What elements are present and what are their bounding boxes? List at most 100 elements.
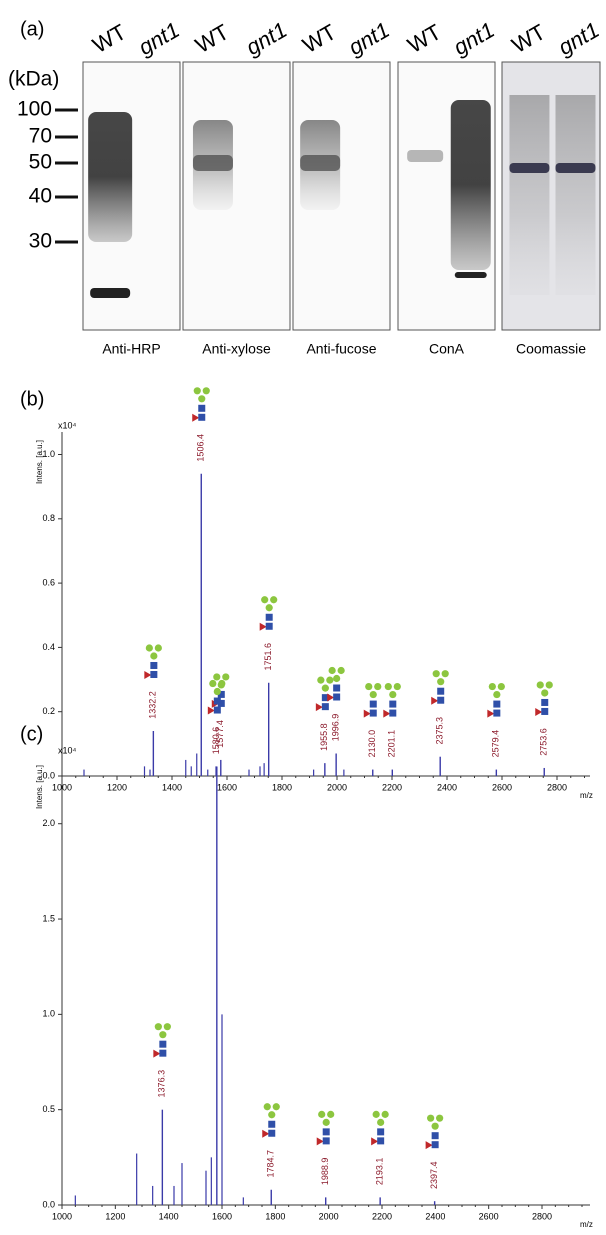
x-tick-label: 2200 xyxy=(382,782,402,792)
peak-label: 1784.7 xyxy=(266,1150,276,1178)
marker-label: 40 xyxy=(29,185,52,208)
glycan-fucose xyxy=(487,709,495,718)
lane-label: gnt1 xyxy=(134,17,184,60)
glycan-mannose xyxy=(545,681,553,689)
peak-label: 1376.3 xyxy=(157,1070,167,1098)
peak-label: 2375.3 xyxy=(435,717,445,745)
y-axis-title: Intens. [a.u.] xyxy=(35,765,44,809)
glycan-glcnac xyxy=(369,700,377,708)
peak-label: 1955.8 xyxy=(319,723,329,751)
glycan-glcnac xyxy=(217,699,225,707)
glycan-mannose xyxy=(159,1031,167,1039)
x-tick-label: 2400 xyxy=(437,782,457,792)
glycan-mannose xyxy=(213,673,221,681)
glycan-mannose xyxy=(369,690,377,699)
x-tick-label: 2000 xyxy=(327,782,347,792)
glycan-fucose xyxy=(153,1049,161,1058)
panel-label: (a) xyxy=(20,18,44,40)
marker-label: 100 xyxy=(17,98,52,121)
peak-label: 2193.1 xyxy=(375,1158,385,1186)
glycan-mannose xyxy=(541,689,549,697)
x-tick-label: 1200 xyxy=(105,1211,125,1221)
band xyxy=(555,163,596,173)
glycan-fucose xyxy=(144,670,152,679)
x-tick-label: 1600 xyxy=(212,1211,232,1221)
glycan-mannose xyxy=(326,676,334,684)
glycan-fucose xyxy=(316,1137,324,1146)
glycan-fucose xyxy=(383,709,391,718)
glycan-glcnac xyxy=(321,703,329,711)
peak-label: 2130.0 xyxy=(367,730,377,758)
x-tick-label: 1800 xyxy=(265,1211,285,1221)
glycan-mannose xyxy=(193,387,201,395)
x-tick-label: 1600 xyxy=(217,782,237,792)
marker-label: 70 xyxy=(29,125,52,148)
glycan-mannose xyxy=(222,673,230,681)
glycan-fucose xyxy=(535,707,543,716)
glycan-glcnac xyxy=(159,1040,167,1048)
glycan-fucose xyxy=(431,696,439,705)
glycan-mannose xyxy=(432,670,440,678)
glycan-mannose xyxy=(393,682,401,691)
x-tick-label: 1200 xyxy=(107,782,127,792)
glycan-glcnac xyxy=(493,709,501,717)
glycan-mannose xyxy=(374,682,382,691)
blot: WT gnt1 ConA xyxy=(397,17,499,357)
peak-label: 1577.4 xyxy=(215,720,225,748)
glycan-mannose xyxy=(389,690,397,699)
y-tick-label: 0.0 xyxy=(42,1199,55,1209)
x-tick-label: 2800 xyxy=(547,782,567,792)
panel-label: (c) xyxy=(20,723,43,745)
glycan-mannose xyxy=(536,681,544,689)
y-tick-label: 0.2 xyxy=(42,706,55,716)
glycan-glcnac xyxy=(198,404,206,412)
lane-label: WT xyxy=(403,19,445,58)
x-tick-label: 1400 xyxy=(162,782,182,792)
y-multiplier: x10⁴ xyxy=(58,745,77,755)
glycan-fucose xyxy=(371,1137,379,1146)
y-tick-label: 1.0 xyxy=(42,449,55,459)
lane-label: WT xyxy=(191,19,233,58)
glycan-mannose xyxy=(328,666,336,675)
peak-label: 1332.2 xyxy=(148,691,158,719)
glycan-mannose xyxy=(437,678,445,686)
glycan-mannose xyxy=(337,666,345,675)
y-tick-label: 0.6 xyxy=(42,577,55,587)
lane-label: WT xyxy=(298,19,340,58)
glycan-glcnac xyxy=(265,613,273,621)
x-tick-label: 2200 xyxy=(372,1211,392,1221)
blot: WT gnt1 Anti-HRP xyxy=(82,17,184,357)
smear xyxy=(509,95,550,295)
y-tick-label: 1.0 xyxy=(42,1009,55,1019)
y-axis-title: Intens. [a.u.] xyxy=(35,440,44,484)
glycan-mannose xyxy=(322,1118,330,1126)
glycan-glcnac xyxy=(333,684,341,692)
glycan-mannose xyxy=(427,1114,435,1122)
blot-name: ConA xyxy=(429,341,465,357)
x-tick-label: 2000 xyxy=(319,1211,339,1221)
glycan-mannose xyxy=(213,687,221,696)
glycan-mannose xyxy=(154,644,162,652)
blot-name: Anti-fucose xyxy=(306,341,376,357)
unit-label: (kDa) xyxy=(8,68,59,91)
lane-label: gnt1 xyxy=(554,17,604,60)
glycan-mannose xyxy=(431,1122,439,1130)
glycan-glcnac xyxy=(322,1137,330,1145)
y-multiplier: x10⁴ xyxy=(58,420,77,430)
blot-name: Anti-xylose xyxy=(202,341,271,357)
glycan-mannose xyxy=(218,679,226,688)
band xyxy=(407,150,444,162)
band xyxy=(300,155,341,171)
glycan-glcnac xyxy=(321,694,329,702)
glycan-glcnac xyxy=(217,690,225,698)
y-tick-label: 0.4 xyxy=(42,642,55,652)
lane-label: WT xyxy=(508,19,550,58)
band xyxy=(454,272,487,278)
glycan-mannose xyxy=(163,1023,171,1031)
glycan-glcnac xyxy=(198,413,206,421)
glycan-mannose xyxy=(436,1114,444,1122)
glycan-glcnac xyxy=(268,1120,276,1128)
glycan-glcnac xyxy=(333,693,341,701)
peak-label: 2579.4 xyxy=(491,730,501,758)
